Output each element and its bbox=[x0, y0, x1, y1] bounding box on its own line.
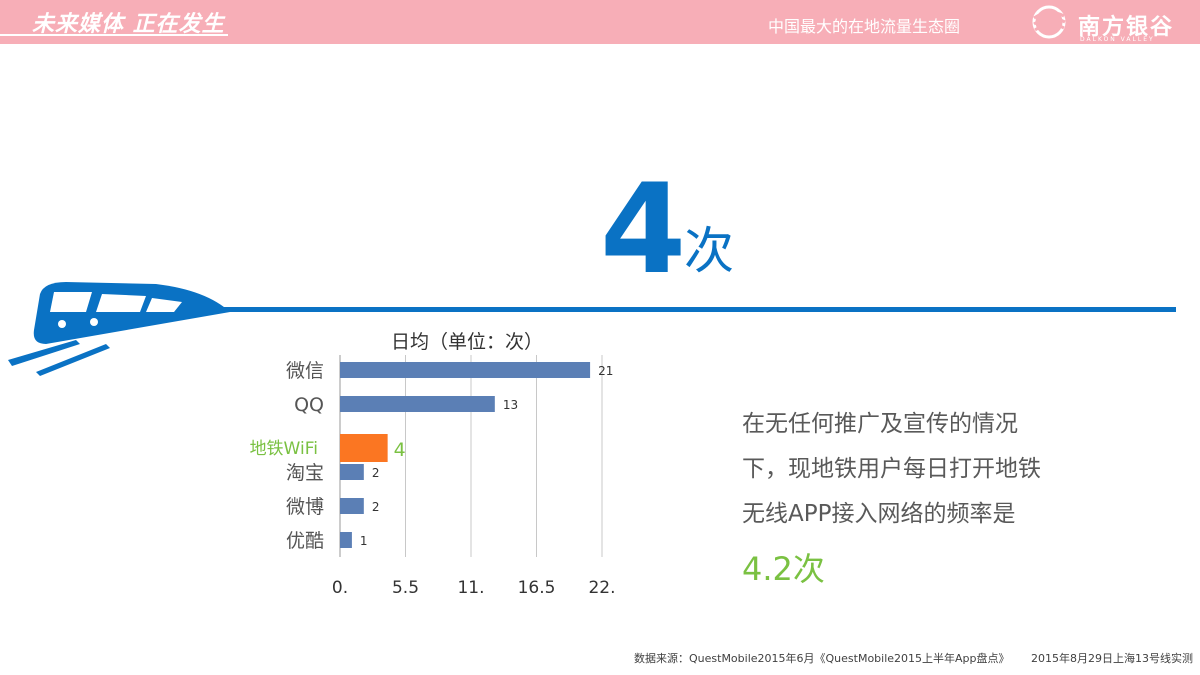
hero-number: 4 bbox=[600, 158, 687, 302]
chart-title: 日均（单位：次） bbox=[391, 331, 543, 353]
tagline: 中国最大的在地流量生态圈 bbox=[768, 17, 961, 36]
bar-value-label: 13 bbox=[503, 398, 518, 412]
source-part-2: 2015年8月29日上海13号线实测 bbox=[1031, 652, 1194, 665]
bar bbox=[340, 498, 364, 514]
description-line: 下，现地铁用户每日打开地铁 bbox=[742, 456, 1041, 482]
bar-value-label: 21 bbox=[598, 364, 613, 378]
x-tick-label: 22. bbox=[588, 578, 615, 598]
hero-unit: 次 bbox=[684, 222, 734, 280]
slogan-underline bbox=[0, 34, 228, 36]
bar-highlight bbox=[340, 434, 388, 462]
x-tick-label: 16.5 bbox=[518, 578, 556, 598]
logo-subtext: DALKON VALLEY bbox=[1080, 36, 1155, 43]
category-label: 微信 bbox=[286, 360, 324, 382]
bar bbox=[340, 532, 352, 548]
train-icon bbox=[8, 282, 230, 376]
source-part-1: 数据来源：QuestMobile2015年6月《QuestMobile2015上… bbox=[634, 652, 1010, 665]
data-source: 数据来源：QuestMobile2015年6月《QuestMobile2015上… bbox=[634, 650, 1193, 666]
rail-line bbox=[224, 307, 1176, 312]
category-label: 淘宝 bbox=[286, 462, 324, 484]
bar-value-label: 2 bbox=[372, 500, 380, 514]
category-label: QQ bbox=[294, 394, 324, 416]
bar-chart: 日均（单位：次） 0. 5.5 11. 16.5 22. 微信 21 QQ 13 地铁WiFi 4 淘宝… bbox=[220, 325, 660, 615]
description-line: 在无任何推广及宣传的情况 bbox=[742, 411, 1018, 437]
highlight-value: 4.2次 bbox=[742, 550, 825, 588]
x-tick-label: 0. bbox=[332, 578, 348, 598]
category-label: 微博 bbox=[286, 496, 324, 518]
logo-swirl-icon bbox=[1032, 5, 1066, 39]
slogan: 未来媒体 正在发生 bbox=[32, 12, 225, 37]
logo-text: 南方银谷 bbox=[1078, 15, 1175, 40]
bar bbox=[340, 396, 495, 412]
x-tick-label: 5.5 bbox=[392, 578, 419, 598]
top-banner: 未来媒体 正在发生 中国最大的在地流量生态圈 南方银谷 DALKON VALLE… bbox=[0, 0, 1200, 44]
category-label: 优酷 bbox=[286, 530, 324, 552]
description: 在无任何推广及宣传的情况 下，现地铁用户每日打开地铁 无线APP接入网络的频率是 bbox=[742, 402, 1122, 537]
description-line: 无线APP接入网络的频率是 bbox=[742, 501, 1016, 527]
bar-value-label: 1 bbox=[360, 534, 368, 548]
bar bbox=[340, 464, 364, 480]
x-tick-label: 11. bbox=[457, 578, 484, 598]
bar bbox=[340, 362, 591, 378]
bar-value-label: 2 bbox=[372, 466, 380, 480]
category-label: 地铁WiFi bbox=[250, 439, 318, 459]
bar-value-label: 4 bbox=[394, 439, 406, 461]
